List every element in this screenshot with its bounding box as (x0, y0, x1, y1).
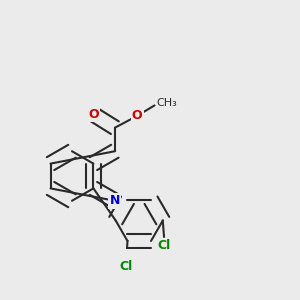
Text: O: O (88, 108, 99, 121)
Text: O: O (132, 109, 142, 122)
Text: Cl: Cl (158, 239, 171, 252)
Text: CH₃: CH₃ (157, 98, 177, 108)
Text: Cl: Cl (120, 260, 133, 272)
Text: N: N (110, 194, 120, 207)
